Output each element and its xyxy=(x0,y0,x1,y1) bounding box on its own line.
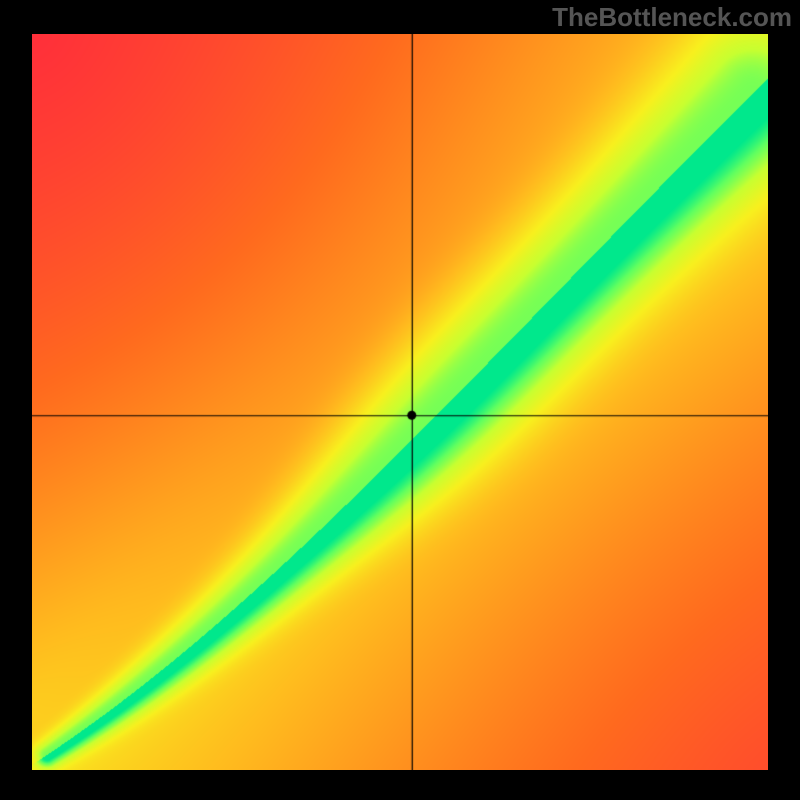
bottleneck-heatmap xyxy=(32,34,768,770)
watermark-text: TheBottleneck.com xyxy=(552,2,792,33)
